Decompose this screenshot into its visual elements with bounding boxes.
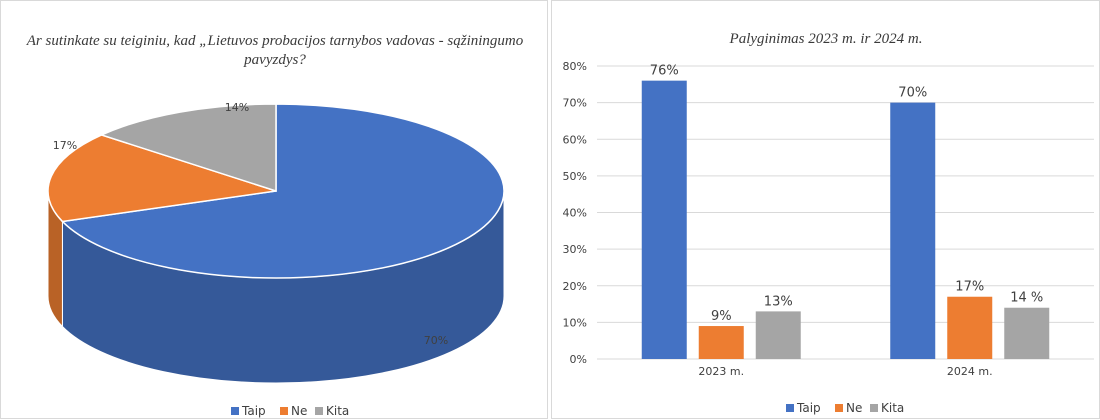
legend-swatch-taip bbox=[231, 407, 239, 415]
bar-taip bbox=[641, 80, 687, 360]
legend-label-ne: Ne bbox=[846, 401, 862, 415]
y-tick-label: 30% bbox=[563, 243, 587, 256]
bar-ne bbox=[698, 326, 744, 359]
legend-swatch-kita bbox=[315, 407, 323, 415]
y-tick-label: 60% bbox=[563, 133, 587, 146]
pie-chart-panel: Ar sutinkate su teiginiu, kad „Lietuvos … bbox=[0, 0, 548, 419]
bar-kita bbox=[1004, 307, 1050, 359]
bar-data-label: 70% bbox=[898, 86, 927, 101]
bar-chart-panel: Palyginimas 2023 m. ir 2024 m. 0% 10% 20% 30… bbox=[551, 0, 1100, 419]
pie-title-line: pavyzdys? bbox=[243, 52, 306, 68]
bar-data-label: 17% bbox=[955, 280, 984, 295]
y-tick-label: 10% bbox=[563, 316, 587, 329]
x-tick-label: 2023 m. bbox=[698, 365, 744, 378]
legend-label-kita: Kita bbox=[326, 404, 349, 418]
bar-data-label: 76% bbox=[650, 64, 679, 79]
y-tick-label: 50% bbox=[563, 170, 587, 183]
legend-label-kita: Kita bbox=[881, 401, 904, 415]
pie-chart: Ar sutinkate su teiginiu, kad „Lietuvos … bbox=[26, 33, 524, 418]
y-tick-label: 80% bbox=[563, 60, 587, 73]
pie-slice-kita bbox=[99, 103, 277, 193]
pie-data-label: 70% bbox=[424, 334, 448, 347]
bar-data-label: 9% bbox=[711, 309, 732, 324]
y-tick-label: 0% bbox=[570, 353, 587, 366]
legend-swatch-ne bbox=[280, 407, 288, 415]
pie-title-line: Ar sutinkate su teiginiu, kad „Lietuvos … bbox=[26, 33, 524, 49]
bar-ne bbox=[947, 296, 993, 359]
bar-taip bbox=[890, 102, 936, 359]
y-tick-label: 40% bbox=[563, 207, 587, 220]
legend-swatch-kita bbox=[870, 404, 878, 412]
legend-label-taip: Taip bbox=[796, 401, 821, 415]
y-tick-label: 70% bbox=[563, 97, 587, 110]
legend-label-taip: Taip bbox=[241, 404, 266, 418]
bar-data-label: 14 % bbox=[1010, 291, 1043, 306]
legend-swatch-taip bbox=[786, 404, 794, 412]
legend-swatch-ne bbox=[835, 404, 843, 412]
legend-label-ne: Ne bbox=[291, 404, 307, 418]
pie-data-label: 14% bbox=[225, 101, 249, 114]
bar-data-label: 13% bbox=[764, 294, 793, 309]
bar-chart-title: Palyginimas 2023 m. ir 2024 m. bbox=[729, 31, 923, 47]
pie-data-label: 17% bbox=[53, 139, 77, 152]
y-tick-label: 20% bbox=[563, 280, 587, 293]
pie-slice-ne bbox=[47, 134, 277, 223]
bar-kita bbox=[755, 311, 801, 359]
x-tick-label: 2024 m. bbox=[947, 365, 993, 378]
bar-chart: Palyginimas 2023 m. ir 2024 m. 0% 10% 20% 30… bbox=[563, 31, 1094, 415]
pie-slice-taip bbox=[60, 103, 505, 279]
